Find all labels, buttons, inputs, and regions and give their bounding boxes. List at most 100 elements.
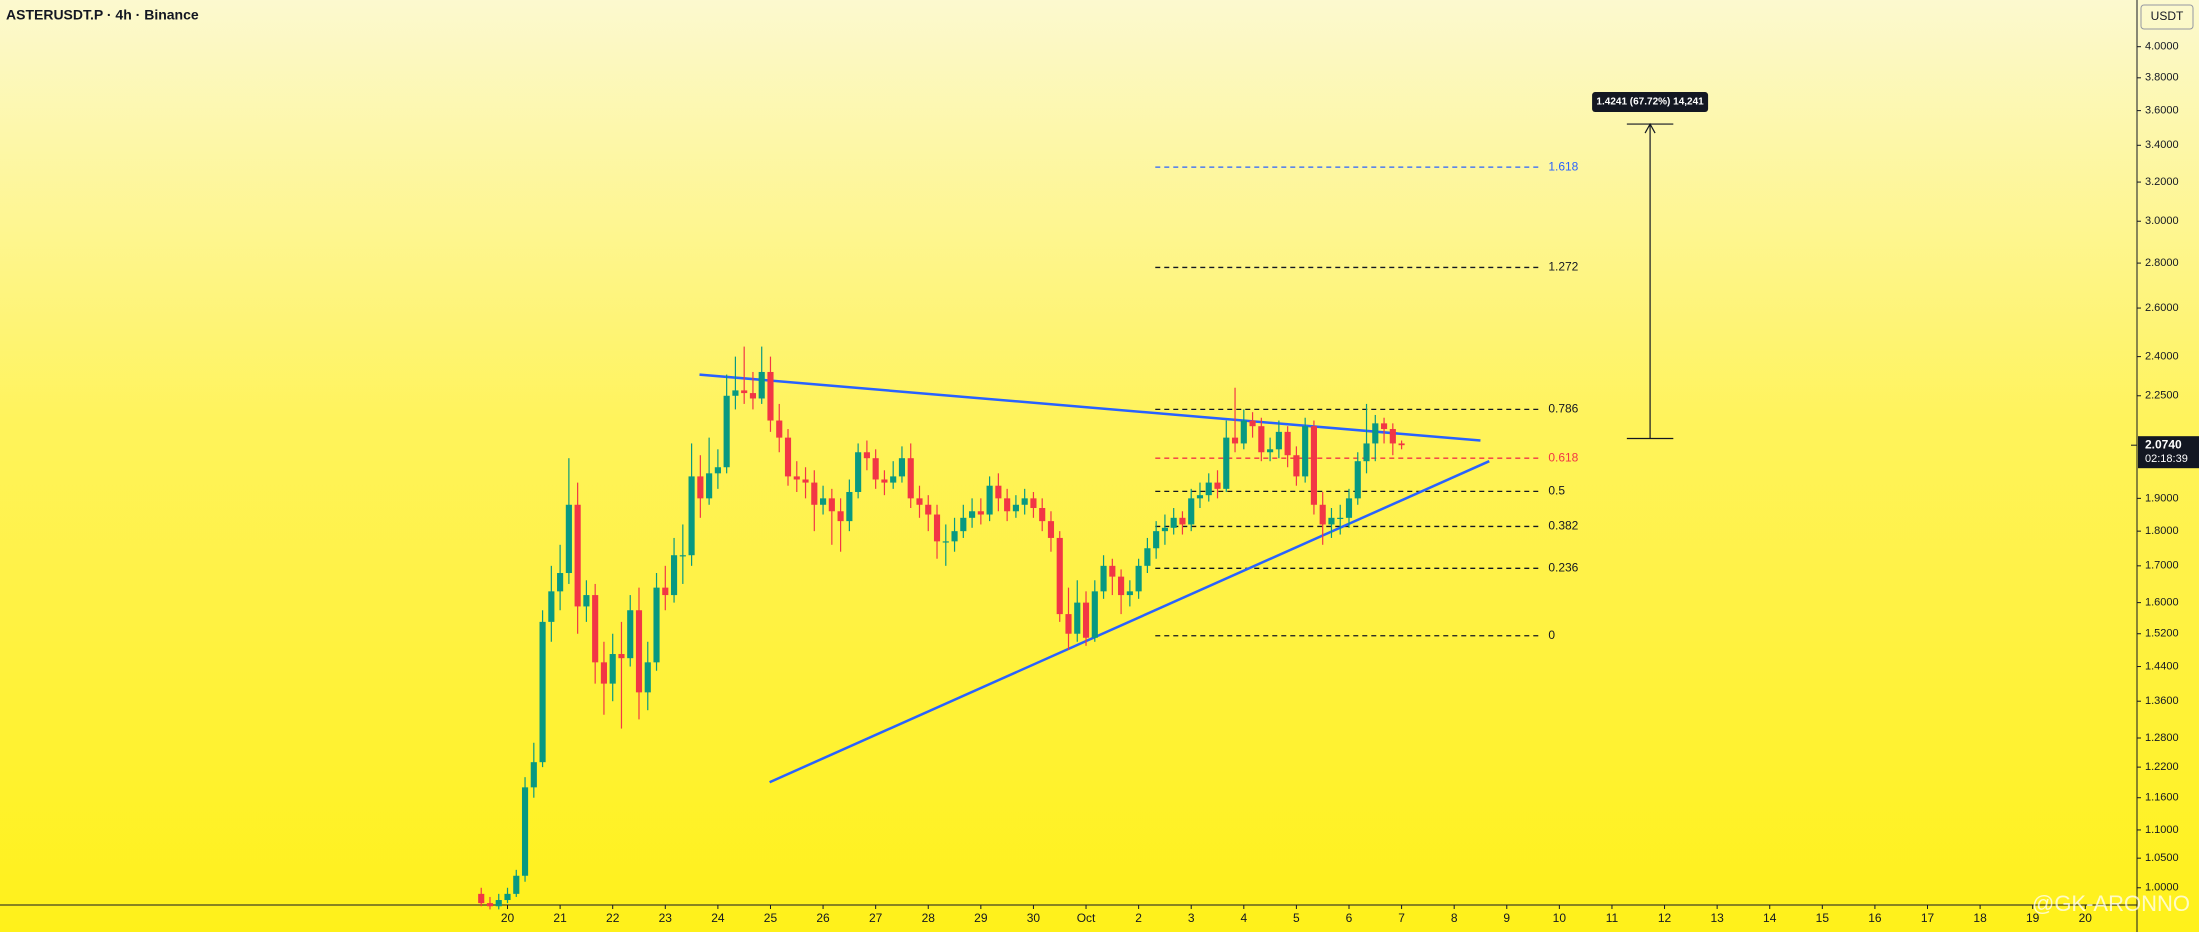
countdown-label: 02:18:39	[2145, 453, 2188, 465]
x-tick-label: 25	[764, 911, 778, 925]
y-tick-label: 3.0000	[2145, 215, 2179, 227]
candle-body	[504, 893, 511, 901]
candle-body	[1135, 565, 1142, 592]
x-tick-label: 9	[1503, 911, 1510, 925]
candle-body	[741, 390, 748, 394]
candle-body	[1118, 576, 1125, 596]
x-tick-label: 4	[1240, 911, 1247, 925]
x-tick-label: 20	[501, 911, 515, 925]
trendline	[769, 460, 1490, 784]
candle-body	[644, 662, 651, 693]
candle-body	[1345, 498, 1353, 518]
candle-body	[548, 591, 555, 622]
candle-body	[1047, 521, 1055, 538]
y-tick-label: 2.2500	[2145, 390, 2179, 402]
candle-body	[1319, 504, 1326, 525]
candle-body	[618, 654, 625, 659]
candle-body	[486, 903, 494, 907]
x-tick-label: 14	[1763, 911, 1777, 925]
fib-level-label: 1.618	[1548, 159, 1578, 173]
candle-body	[1188, 498, 1195, 525]
y-tick-label: 1.7000	[2145, 560, 2179, 572]
candle-body	[688, 476, 695, 556]
candle-body	[784, 437, 792, 477]
fib-level-label: 1.272	[1548, 260, 1578, 274]
last-price-tag	[2138, 436, 2199, 469]
candle-body	[1030, 498, 1037, 509]
y-tick-label: 1.4400	[2145, 660, 2179, 672]
candle-body	[1249, 420, 1256, 427]
x-tick-label: 23	[659, 911, 673, 925]
candle-body	[767, 371, 774, 421]
candle-body	[846, 491, 853, 522]
y-tick-label: 1.3600	[2145, 695, 2179, 707]
candle-body	[1398, 443, 1405, 446]
y-tick-label: 1.2200	[2145, 761, 2179, 773]
y-tick-label: 1.8000	[2145, 525, 2179, 537]
y-tick-label: 2.4000	[2145, 351, 2179, 363]
candle-body	[793, 476, 800, 480]
x-tick-label: 26	[816, 911, 830, 925]
candle-body	[758, 371, 765, 399]
candle-body	[583, 595, 590, 607]
x-tick-label: 24	[711, 911, 725, 925]
candle-body	[776, 420, 783, 438]
candle-body	[565, 504, 572, 574]
x-tick-label: 12	[1658, 911, 1672, 925]
candle-body	[1109, 565, 1116, 577]
candle-body	[933, 514, 941, 542]
currency-box[interactable]	[2140, 4, 2194, 30]
candle-body	[495, 900, 502, 907]
candle-body	[942, 541, 949, 543]
candle-body	[1223, 437, 1230, 489]
candle-body	[1337, 517, 1344, 520]
x-tick-label: 18	[1973, 911, 1987, 925]
fib-level-label: 0	[1548, 628, 1555, 642]
candle-body	[828, 498, 835, 512]
x-tick-label: 20	[2079, 911, 2093, 925]
y-tick-label: 1.0000	[2145, 882, 2179, 894]
y-tick-label: 2.6000	[2145, 302, 2179, 314]
y-tick-label: 1.0500	[2145, 852, 2179, 864]
y-tick-label: 3.2000	[2145, 176, 2179, 188]
candle-body	[837, 511, 844, 522]
candle-body	[1012, 504, 1019, 512]
fib-level-label: 0.786	[1548, 402, 1578, 416]
fib-level-label: 0.5	[1548, 484, 1565, 498]
candle-body	[1328, 517, 1335, 525]
candle-body	[1039, 508, 1046, 522]
candle-body	[881, 479, 888, 483]
x-tick-label: 19	[2026, 911, 2040, 925]
candle-body	[609, 654, 616, 684]
candle-body	[1258, 426, 1265, 453]
y-tick-label: 4.0000	[2145, 41, 2179, 53]
candle-body	[600, 662, 608, 684]
x-tick-label: 29	[974, 911, 988, 925]
x-tick-label: 22	[606, 911, 620, 925]
candle-body	[1074, 602, 1081, 634]
candle-body	[820, 498, 827, 505]
candle-body	[863, 452, 870, 459]
y-tick-label: 1.1600	[2145, 792, 2179, 804]
fib-level-label: 0.618	[1548, 450, 1578, 464]
candle-body	[1231, 437, 1239, 444]
candle-body	[1196, 495, 1204, 499]
candle-body	[986, 485, 993, 515]
candle-body	[969, 511, 976, 518]
candle-body	[960, 517, 967, 532]
candle-body	[723, 395, 730, 468]
currency-label[interactable]: USDT	[2151, 9, 2184, 23]
candle-body	[1284, 431, 1291, 456]
measure-label-box	[1592, 92, 1709, 113]
candle-body	[907, 458, 914, 499]
trendline	[699, 373, 1481, 442]
x-tick-label: 7	[1398, 911, 1405, 925]
candle-body	[697, 476, 704, 499]
x-tick-label: 21	[553, 911, 567, 925]
candle-body	[592, 595, 599, 663]
candle-body	[1021, 498, 1028, 505]
x-tick-label: 28	[922, 911, 936, 925]
